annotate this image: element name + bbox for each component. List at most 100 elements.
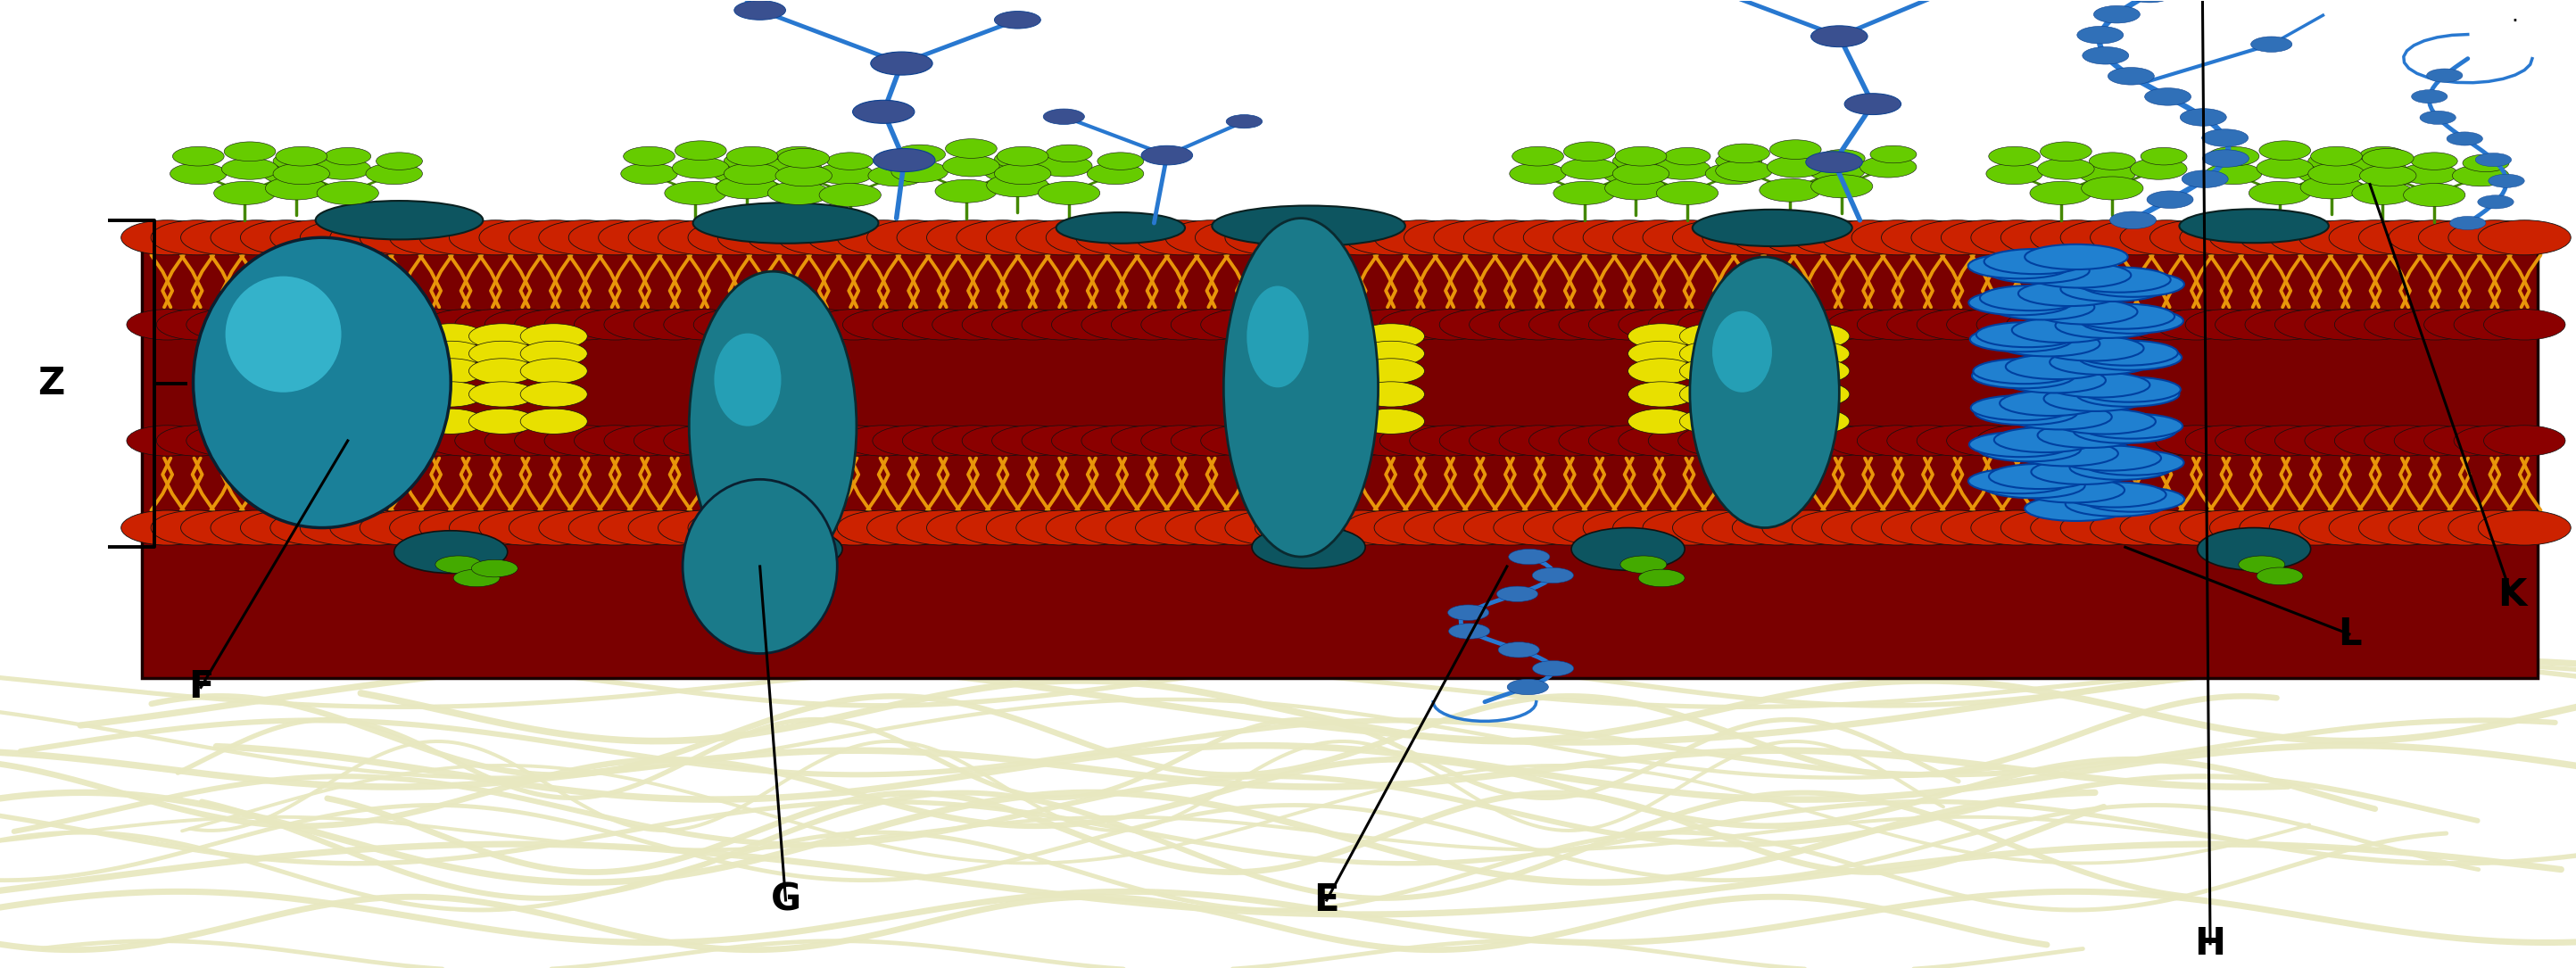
Circle shape [961, 310, 1043, 340]
Circle shape [896, 510, 989, 545]
Circle shape [1255, 408, 1321, 434]
Circle shape [299, 510, 392, 545]
Circle shape [1255, 323, 1321, 348]
Ellipse shape [2027, 262, 2130, 287]
Circle shape [1628, 341, 1695, 366]
Circle shape [1649, 425, 1731, 456]
Circle shape [1345, 510, 1437, 545]
Circle shape [1226, 114, 1262, 128]
Ellipse shape [1971, 395, 2074, 420]
Circle shape [868, 165, 925, 186]
Circle shape [1759, 178, 1821, 201]
Circle shape [173, 146, 224, 166]
Circle shape [1255, 510, 1347, 545]
Circle shape [2130, 158, 2187, 179]
Circle shape [417, 381, 484, 407]
Circle shape [2239, 220, 2331, 255]
Ellipse shape [2022, 477, 2125, 502]
Circle shape [1260, 310, 1342, 340]
Ellipse shape [2032, 459, 2136, 484]
Ellipse shape [1968, 469, 2071, 494]
Ellipse shape [1713, 311, 1772, 392]
Ellipse shape [2053, 408, 2156, 434]
Circle shape [1911, 510, 2004, 545]
Circle shape [1409, 310, 1492, 340]
Ellipse shape [1247, 286, 1309, 387]
Circle shape [1767, 425, 1850, 456]
Circle shape [569, 510, 662, 545]
Text: .: . [2512, 5, 2519, 26]
Circle shape [307, 310, 386, 340]
Circle shape [1448, 605, 1489, 620]
Circle shape [768, 181, 829, 204]
Ellipse shape [1986, 258, 2089, 284]
Circle shape [361, 510, 453, 545]
Circle shape [1255, 381, 1321, 407]
Circle shape [1564, 141, 1615, 161]
Circle shape [1195, 220, 1288, 255]
Circle shape [245, 425, 327, 456]
Circle shape [1852, 220, 1945, 255]
Circle shape [1141, 310, 1224, 340]
Circle shape [273, 163, 330, 184]
Ellipse shape [2069, 455, 2172, 480]
Circle shape [878, 154, 925, 171]
Circle shape [180, 510, 273, 545]
Circle shape [994, 12, 1041, 29]
Circle shape [1231, 425, 1311, 456]
Ellipse shape [2063, 482, 2166, 507]
Circle shape [265, 176, 327, 199]
Circle shape [1077, 510, 1170, 545]
Circle shape [752, 425, 835, 456]
Text: Z: Z [39, 365, 64, 403]
Text: F: F [188, 669, 214, 706]
Circle shape [2097, 425, 2177, 456]
Circle shape [361, 220, 453, 255]
Circle shape [1942, 510, 2035, 545]
Circle shape [1628, 381, 1695, 407]
Ellipse shape [2048, 373, 2151, 398]
Circle shape [2146, 191, 2192, 208]
Circle shape [276, 425, 358, 456]
Circle shape [448, 220, 541, 255]
Circle shape [1499, 310, 1582, 340]
Circle shape [2393, 425, 2476, 456]
Circle shape [837, 510, 930, 545]
Circle shape [1947, 425, 2027, 456]
Circle shape [894, 144, 945, 164]
Circle shape [2182, 170, 2228, 188]
Circle shape [1558, 310, 1641, 340]
Circle shape [1618, 425, 1700, 456]
Circle shape [1314, 510, 1406, 545]
Circle shape [469, 341, 536, 366]
Circle shape [1716, 160, 1772, 181]
Circle shape [273, 152, 319, 169]
Circle shape [1628, 408, 1695, 434]
Circle shape [1589, 310, 1669, 340]
Circle shape [2411, 152, 2458, 169]
Circle shape [2362, 148, 2414, 167]
Circle shape [1798, 425, 1878, 456]
Circle shape [2239, 510, 2331, 545]
Circle shape [2403, 183, 2465, 206]
Circle shape [1015, 510, 1108, 545]
Circle shape [263, 163, 319, 184]
Circle shape [1860, 156, 1917, 177]
Circle shape [2179, 108, 2226, 126]
Circle shape [469, 358, 536, 383]
Circle shape [1164, 510, 1257, 545]
Circle shape [544, 310, 626, 340]
Circle shape [1826, 310, 1909, 340]
Ellipse shape [1978, 437, 2081, 462]
Circle shape [1038, 181, 1100, 204]
Circle shape [598, 220, 690, 255]
Ellipse shape [2025, 496, 2128, 521]
Circle shape [520, 323, 587, 348]
Circle shape [2269, 220, 2362, 255]
Circle shape [2030, 220, 2123, 255]
Circle shape [1911, 220, 2004, 255]
Circle shape [216, 425, 299, 456]
Circle shape [1638, 569, 1685, 587]
Circle shape [1806, 151, 1862, 172]
Circle shape [1811, 26, 1868, 47]
